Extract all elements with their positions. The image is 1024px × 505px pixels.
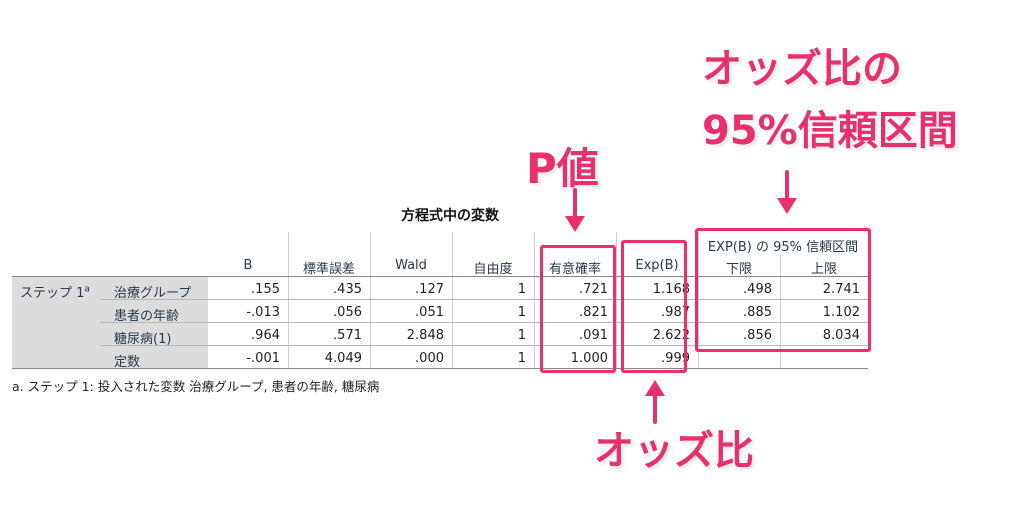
row-divider [100, 322, 868, 323]
table-cell: 1.102 [822, 305, 860, 320]
table-cell: 8.034 [822, 328, 860, 343]
column-header-b: B [243, 258, 253, 273]
table-cell: .964 [251, 328, 280, 343]
row-divider [100, 299, 868, 300]
table-cell: .127 [415, 282, 444, 297]
annotation-odds-ratio: オッズ比 [594, 428, 754, 474]
column-header-lower: 下限 [725, 262, 752, 277]
column-header-exp-b: Exp(B) [635, 258, 679, 273]
row-divider [100, 345, 868, 346]
table-cell: 1.000 [570, 351, 608, 366]
column-header-upper: 上限 [810, 262, 837, 277]
table-cell: .856 [743, 328, 772, 343]
header-divider [370, 232, 371, 276]
table-cell: .155 [251, 282, 280, 297]
table-cell: .091 [579, 328, 608, 343]
table-cell: 1.168 [652, 282, 690, 297]
table-cell: .051 [415, 305, 444, 320]
header-divider [452, 232, 453, 276]
header-divider [698, 232, 699, 276]
table-cell: -.001 [246, 351, 280, 366]
annotation-p-value: P値 [526, 144, 599, 193]
header-divider [534, 232, 535, 276]
ci-group-header: EXP(B) の 95% 信頼区間 [707, 240, 859, 255]
column-header-df: 自由度 [473, 262, 513, 277]
arrow-down-icon [777, 170, 797, 214]
arrow-down-icon [565, 188, 585, 232]
row-label: 治療グループ [114, 286, 192, 301]
row-label: 糖尿病(1) [114, 332, 172, 347]
annotation-odds-ci-line2: 95%信頼区間 [702, 108, 958, 154]
row-label: 患者の年齢 [114, 309, 180, 324]
table-cell: 2.622 [652, 328, 690, 343]
column-header-std-error: 標準誤差 [302, 262, 355, 277]
table-cell: 4.049 [324, 351, 362, 366]
header-bottom-line [12, 276, 868, 277]
table-footnote: a. ステップ 1: 投入された変数 治療グループ, 患者の年齢, 糖尿病 [12, 379, 380, 394]
row-label: 定数 [114, 355, 141, 370]
table-cell: .056 [333, 305, 362, 320]
table-cell: .999 [661, 351, 690, 366]
table-cell: .885 [743, 305, 772, 320]
table-bottom-line [12, 368, 868, 369]
table-cell: .498 [743, 282, 772, 297]
p-value-highlight-box [540, 245, 616, 373]
table-cell: 1 [517, 328, 526, 343]
header-divider [616, 232, 617, 276]
table-cell: 2.848 [406, 328, 444, 343]
table-cell: 2.741 [822, 282, 860, 297]
odds-ratio-highlight-box [621, 240, 687, 373]
ci-highlight-box [695, 228, 871, 352]
table-cell: .435 [333, 282, 362, 297]
header-divider [780, 254, 781, 276]
table-cell: .721 [579, 282, 608, 297]
arrow-up-icon [645, 380, 665, 424]
table-cell: 1 [517, 282, 526, 297]
step-label: ステップ 1a [20, 284, 90, 301]
table-cell: .000 [415, 351, 444, 366]
annotation-odds-ci-line1: オッズ比の [702, 46, 902, 92]
header-divider [288, 232, 289, 276]
table-cell: .571 [333, 328, 362, 343]
column-header-significance: 有意確率 [548, 262, 601, 277]
table-title: 方程式中の変数 [401, 208, 499, 224]
table-cell: .987 [661, 305, 690, 320]
table-cell: -.013 [246, 305, 280, 320]
table-cell: 1 [517, 305, 526, 320]
table-cell: 1 [517, 351, 526, 366]
column-header-wald: Wald [395, 258, 427, 273]
table-cell: .821 [579, 305, 608, 320]
